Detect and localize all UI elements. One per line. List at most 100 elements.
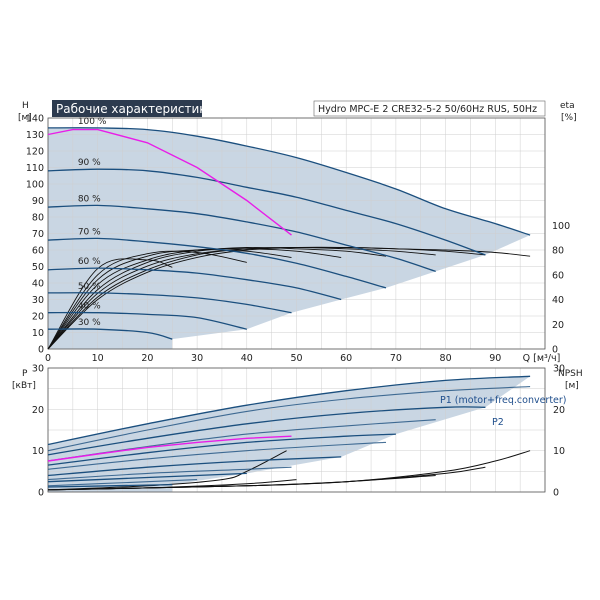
npsh-tick-label: 0 xyxy=(553,488,559,499)
x-tick-label: 90 xyxy=(489,353,501,364)
y-tick-label: 70 xyxy=(32,229,44,240)
x-tick-label: 40 xyxy=(241,353,253,364)
x-tick-label: 50 xyxy=(290,353,302,364)
top-grid xyxy=(47,117,546,350)
p2-curve xyxy=(47,441,387,470)
npsh-tick-label: 20 xyxy=(553,405,565,416)
head-curve xyxy=(47,328,173,340)
top-operating-envelope xyxy=(48,127,531,349)
p1-curves xyxy=(47,375,531,488)
speed-label: 50 % xyxy=(78,282,101,292)
p-axis-name: P xyxy=(22,369,28,379)
bottom-chart: 0 10 20 30 0 10 20 30 P1 (motor+freq.converter… xyxy=(12,364,583,499)
head-curve xyxy=(47,204,436,273)
speed-label: 90 % xyxy=(78,158,101,168)
top-x-ticks: 0 10 20 30 40 50 60 70 80 90 Q [м³/ч] xyxy=(45,353,560,364)
x-tick-label: 30 xyxy=(191,353,203,364)
npsh-axis-name: NPSH xyxy=(558,369,583,379)
bottom-operating-envelope xyxy=(48,376,531,492)
y-tick-label: 100 xyxy=(26,180,44,191)
head-curve xyxy=(47,237,387,289)
chart-title: Рабочие характеристики xyxy=(56,102,214,116)
efficiency-curve xyxy=(47,258,173,350)
top-y-ticks: 0 10 20 30 40 50 60 70 80 90 100 110 120 130 140 xyxy=(26,114,44,356)
y-tick-label: 0 xyxy=(38,345,44,356)
p1-curve xyxy=(47,456,342,477)
y-tick-label: 20 xyxy=(32,312,44,323)
speed-label: 80 % xyxy=(78,194,101,204)
speed-labels: 100 % 90 % 80 % 70 % 60 % 50 % 40 % 30 % xyxy=(78,117,107,328)
head-curve xyxy=(47,168,486,256)
head-curve xyxy=(47,311,247,330)
bottom-y-ticks: 0 10 20 30 xyxy=(32,364,44,499)
npsh-curves xyxy=(47,450,531,491)
y2-tick-label: 100 xyxy=(552,221,570,232)
highlight-head-curve xyxy=(47,128,292,236)
x-tick-label: Q [м³/ч] xyxy=(523,353,561,364)
speed-label: 60 % xyxy=(78,257,101,267)
x-tick-label: 0 xyxy=(45,353,51,364)
top-y2-ticks: 0 20 40 60 80 100 xyxy=(552,221,570,356)
y-tick-label: 30 xyxy=(32,295,44,306)
p-tick-label: 30 xyxy=(32,364,44,375)
speed-label: 100 % xyxy=(78,117,107,127)
y-tick-label: 110 xyxy=(26,163,44,174)
p1-curve xyxy=(47,472,247,483)
speed-label: 70 % xyxy=(78,227,101,237)
y2-tick-label: 0 xyxy=(552,345,558,356)
y2-tick-label: 40 xyxy=(552,295,564,306)
top-chart: 0 10 20 30 40 50 60 70 80 90 Q [м³/ч] 0 10 20 30 40 50 6… xyxy=(18,100,577,364)
x-tick-label: 10 xyxy=(92,353,104,364)
product-label: Hydro MPC-E 2 CRE32-5-2 50/60Hz RUS, 50H… xyxy=(318,104,537,115)
y2-tick-label: 60 xyxy=(552,270,564,281)
head-curve xyxy=(47,267,342,301)
y-axis-name: H xyxy=(22,101,29,111)
bottom-y2-ticks: 0 10 20 30 xyxy=(553,364,565,499)
efficiency-curve xyxy=(47,250,247,350)
npsh-curve xyxy=(47,450,287,491)
npsh-tick-label: 30 xyxy=(553,364,565,375)
efficiency-curve xyxy=(47,249,292,350)
x-tick-label: 60 xyxy=(340,353,352,364)
p2-curve xyxy=(47,466,292,481)
bottom-plot-frame xyxy=(47,367,546,493)
top-plot-frame xyxy=(47,117,546,350)
x-tick-label: 80 xyxy=(440,353,452,364)
p2-curve xyxy=(47,479,198,487)
npsh-curve xyxy=(47,479,297,491)
npsh-tick-label: 10 xyxy=(553,446,565,457)
x-tick-label: 70 xyxy=(390,353,402,364)
p1-label: P1 (motor+freq.converter) xyxy=(440,395,567,406)
highlight-power-curve xyxy=(47,435,292,462)
title-bar xyxy=(52,100,202,117)
p1-curve xyxy=(47,375,531,446)
p-tick-label: 0 xyxy=(38,488,44,499)
y-tick-label: 130 xyxy=(26,130,44,141)
y-tick-label: 40 xyxy=(32,279,44,290)
y-tick-label: 80 xyxy=(32,213,44,224)
speed-label: 30 % xyxy=(78,318,101,328)
product-box xyxy=(313,100,546,117)
y2-axis-unit: [%] xyxy=(561,113,577,123)
x-tick-label: 20 xyxy=(141,353,153,364)
p2-label: P2 xyxy=(492,417,504,428)
p-axis-unit: [кВт] xyxy=(12,381,36,391)
y2-tick-label: 80 xyxy=(552,246,564,257)
p1-curve xyxy=(47,433,396,466)
efficiency-curves xyxy=(47,246,531,350)
p-tick-label: 20 xyxy=(32,405,44,416)
p1-curve xyxy=(47,483,173,488)
head-curves xyxy=(47,127,531,340)
y-tick-label: 10 xyxy=(32,328,44,339)
y-tick-label: 90 xyxy=(32,196,44,207)
npsh-axis-unit: [м] xyxy=(565,381,579,391)
p1-curve xyxy=(47,406,486,456)
speed-label: 40 % xyxy=(78,302,101,312)
p2-curve xyxy=(47,386,531,452)
y-tick-label: 120 xyxy=(26,147,44,158)
y-tick-label: 50 xyxy=(32,262,44,273)
y2-tick-label: 20 xyxy=(552,320,564,331)
head-curve xyxy=(47,292,292,314)
y-tick-label: 140 xyxy=(26,114,44,125)
